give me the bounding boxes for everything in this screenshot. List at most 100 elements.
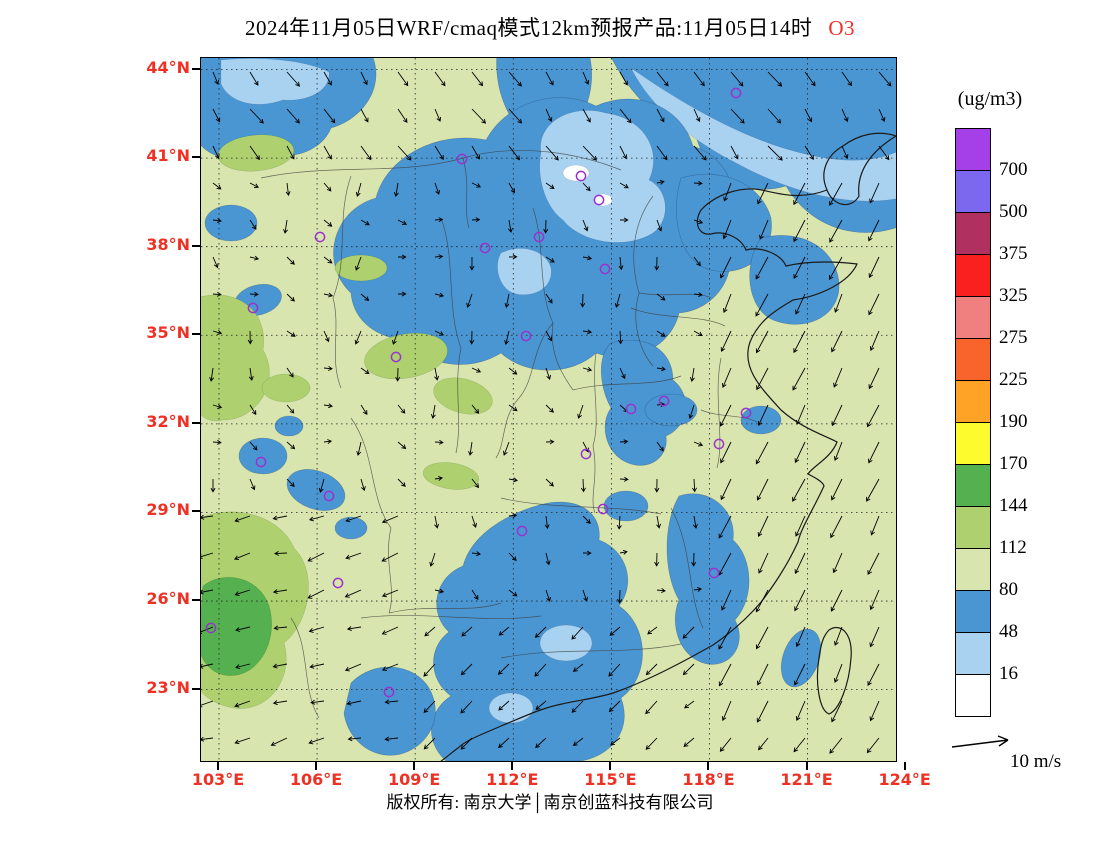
colorbar-tick-label: 275: [999, 327, 1028, 348]
lon-axis-label: 103°E: [191, 770, 245, 789]
colorbar-segment: [956, 213, 990, 255]
fill-region: [562, 164, 590, 182]
lat-axis-label: 44°N: [146, 57, 190, 77]
city-marker: [740, 407, 752, 419]
colorbar-segment: [956, 675, 990, 716]
colorbar-tick-label: 16: [999, 663, 1018, 684]
province-boundary: [500, 643, 682, 659]
lon-tick: [413, 762, 416, 770]
lat-tick: [192, 421, 200, 424]
page-title: 2024年11月05日WRF/cmaq模式12km预报产品:11月05日14时 O…: [0, 12, 1100, 42]
fill-region: [431, 501, 643, 761]
pollutant-label: O3: [828, 16, 856, 40]
lat-tick: [192, 244, 200, 247]
lat-axis-label: 32°N: [146, 411, 190, 431]
lat-axis-label: 29°N: [146, 500, 190, 520]
colorbar-unit-label: (ug/m3): [957, 88, 1023, 110]
colorbar-segment: [956, 591, 990, 633]
colorbar-tick-label: 170: [999, 453, 1028, 474]
wind-reference-label: 10 m/s: [1010, 751, 1062, 772]
lat-tick: [192, 67, 200, 70]
city-marker: [479, 242, 491, 254]
fill-region: [644, 393, 698, 427]
city-marker: [247, 302, 259, 314]
fill-region: [238, 437, 288, 475]
city-marker: [520, 330, 532, 342]
lat-tick: [192, 599, 200, 602]
lat-axis-label: 26°N: [146, 589, 190, 609]
province-boundary: [572, 375, 682, 391]
city-markers: [205, 87, 752, 698]
fill-region: [422, 462, 480, 490]
colorbar-segment: [956, 633, 990, 675]
province-boundary: [532, 207, 574, 391]
lat-axis-label: 23°N: [146, 677, 190, 697]
wind-vector-field: [201, 71, 892, 754]
province-boundary: [700, 409, 758, 423]
province-boundary: [716, 357, 722, 469]
coastline: [440, 132, 896, 761]
colorbar-tick-label: 112: [999, 537, 1027, 558]
fill-region: [488, 692, 534, 724]
lon-axis-label: 106°E: [289, 770, 343, 789]
city-marker: [597, 503, 609, 515]
city-marker: [599, 263, 611, 275]
city-marker: [658, 395, 670, 407]
colorbar-tick-label: 80: [999, 579, 1018, 600]
lon-tick: [903, 762, 906, 770]
lon-tick: [216, 762, 219, 770]
colorbar-tick-label: 375: [999, 243, 1028, 264]
city-marker: [575, 170, 587, 182]
fill-region: [261, 373, 311, 403]
colorbar-tick-label: 190: [999, 411, 1028, 432]
colorbar-tick-label: 700: [999, 159, 1028, 180]
city-marker: [390, 351, 402, 363]
city-marker: [383, 686, 395, 698]
province-boundary: [462, 157, 470, 229]
province-boundary: [638, 292, 712, 299]
city-marker: [205, 622, 217, 634]
fill-region: [630, 67, 896, 202]
city-marker: [533, 231, 545, 243]
city-marker: [593, 194, 605, 206]
title-text: 2024年11月05日WRF/cmaq模式12km预报产品:11月05日14时: [244, 16, 813, 40]
lon-axis-label: 109°E: [388, 770, 441, 789]
fill-region: [274, 415, 304, 437]
fill-region: [364, 332, 448, 380]
lon-axis-label: 124°E: [878, 770, 931, 789]
city-marker: [255, 456, 267, 468]
colorbar-segment: [956, 549, 990, 591]
province-boundary: [630, 307, 726, 327]
lat-tick: [192, 687, 200, 690]
fill-region: [204, 204, 258, 242]
fill-region: [220, 58, 330, 105]
wind-reference-arrow: [951, 735, 1009, 748]
colorbar-segment: [956, 255, 990, 297]
city-marker: [314, 231, 326, 243]
fill-region: [497, 248, 552, 296]
colorbar-segment: [956, 381, 990, 423]
wind-arrows: [201, 71, 892, 754]
island-taiwan: [816, 627, 852, 715]
lat-tick: [192, 510, 200, 513]
fill-region: [433, 377, 493, 415]
fill-region: [343, 666, 436, 756]
province-boundary: [500, 497, 662, 515]
map-panel: [200, 57, 897, 762]
colorbar-tick-label: 225: [999, 369, 1028, 390]
fill-region: [333, 97, 736, 371]
lon-tick: [609, 762, 612, 770]
colorbar-segment: [956, 171, 990, 213]
fill-region: [749, 235, 840, 325]
lon-tick: [315, 762, 318, 770]
colorbar-tick-label: 48: [999, 621, 1018, 642]
city-marker: [708, 567, 720, 579]
colorbar-segment: [956, 297, 990, 339]
city-marker: [516, 525, 528, 537]
colorbar-segment: [956, 423, 990, 465]
lon-axis-label: 121°E: [780, 770, 833, 789]
lat-axis-label: 38°N: [146, 234, 190, 254]
province-boundary: [388, 602, 502, 614]
province-boundary: [670, 507, 704, 629]
